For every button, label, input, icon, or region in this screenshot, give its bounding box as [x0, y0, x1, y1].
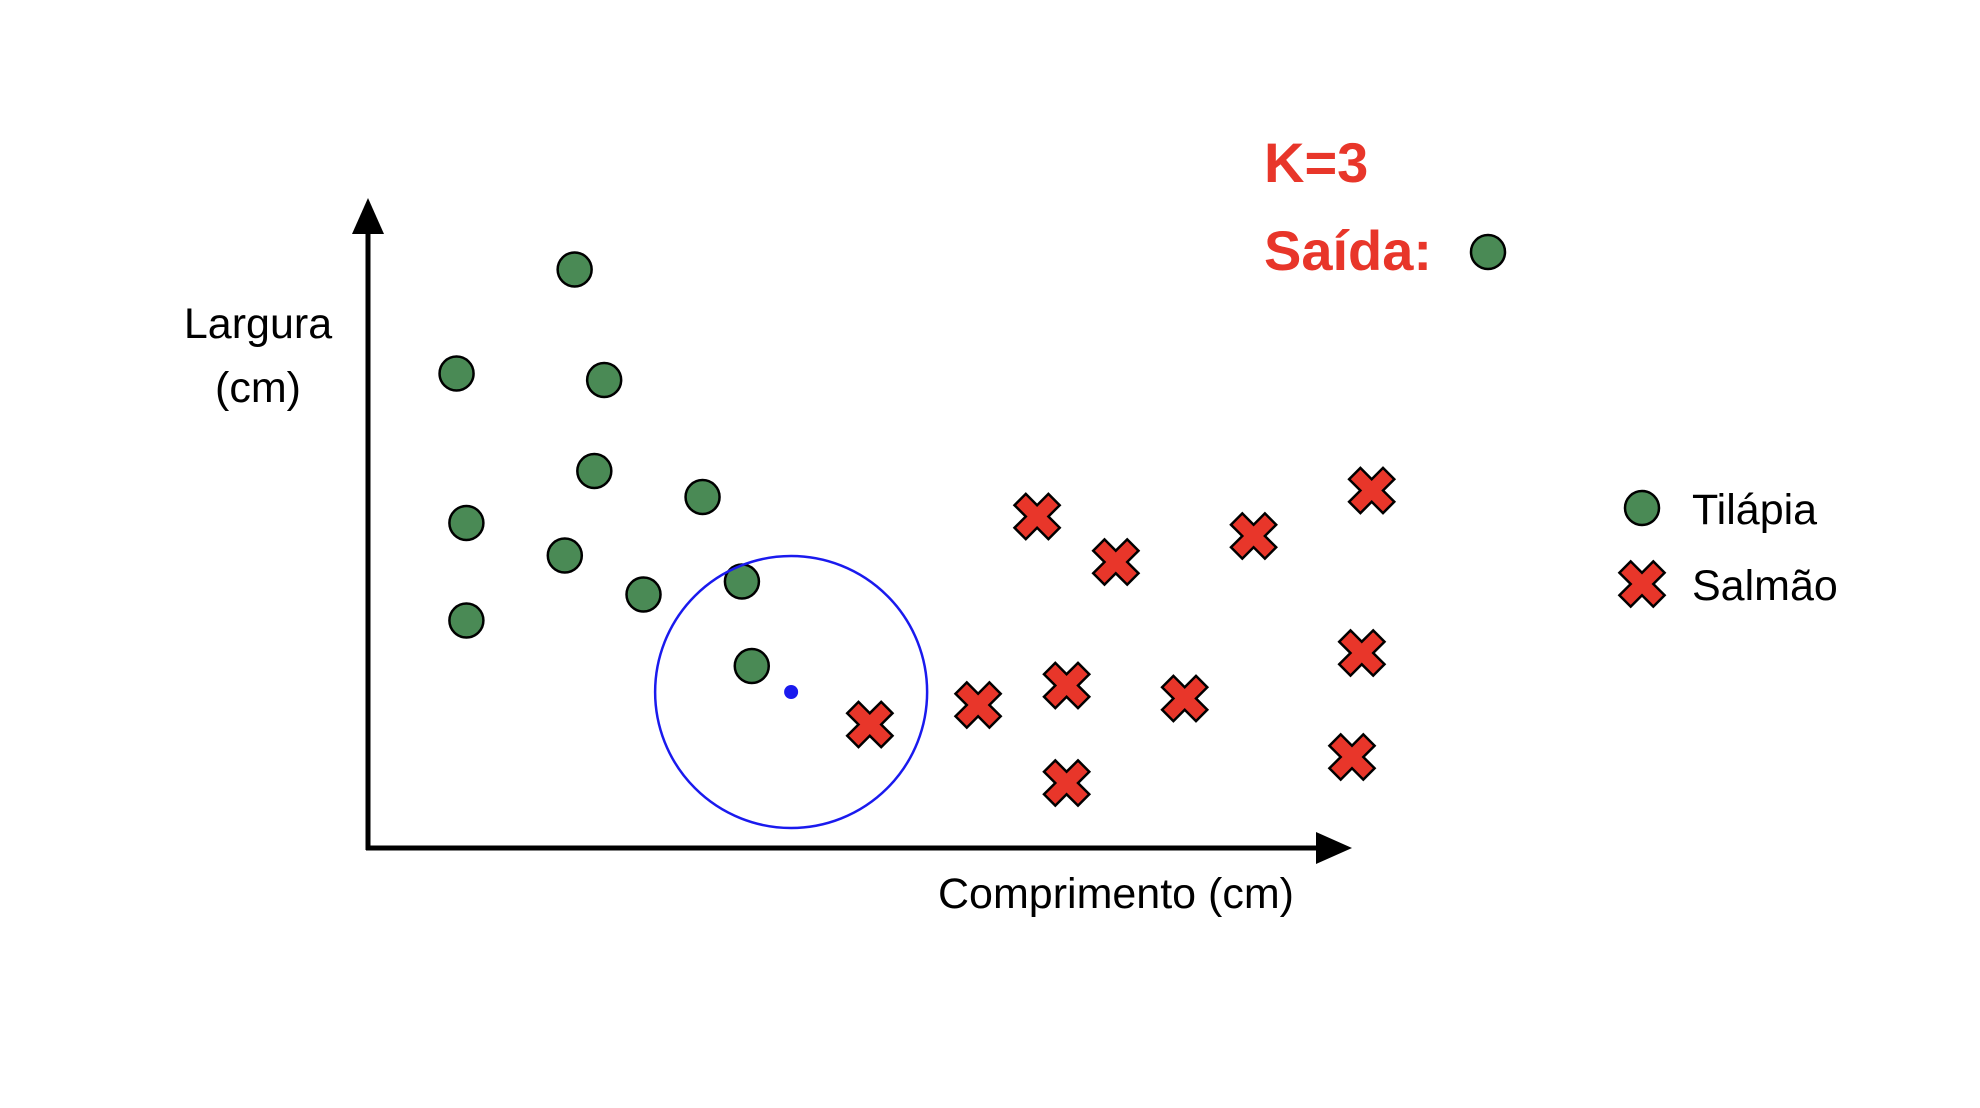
tilapia-point [733, 647, 771, 685]
tilapia-point [438, 355, 475, 392]
salmao-point [1337, 628, 1387, 678]
y-axis-label-line1: Largura [184, 300, 332, 348]
salmao-point [1327, 732, 1377, 782]
data-marks [438, 251, 1397, 808]
legend-salmao-label: Salmão [1692, 562, 1838, 610]
salmao-point [845, 700, 895, 749]
y-axis-arrow-icon [352, 198, 384, 234]
output-tilapia-icon [1469, 233, 1507, 271]
x-axis-label: Comprimento (cm) [938, 870, 1294, 918]
tilapia-point [585, 361, 623, 399]
output-label: Saída: [1264, 219, 1432, 282]
salmao-point [1042, 758, 1092, 808]
query-point [784, 685, 799, 699]
y-axis-label-line2: (cm) [215, 364, 301, 412]
salmao-point [1091, 537, 1141, 587]
x-axis-arrow-icon [1316, 832, 1352, 864]
salmao-point [1347, 466, 1397, 515]
legend-salmao-icon [1617, 559, 1667, 609]
query-group [653, 554, 929, 830]
k-value-label: K=3 [1264, 131, 1368, 194]
tilapia-point [546, 537, 584, 574]
tilapia-point [684, 478, 721, 516]
legend-salmao-x-icon [1617, 559, 1667, 609]
tilapia-point [625, 576, 662, 613]
salmao-point [1229, 511, 1278, 561]
tilapia-point [556, 251, 593, 288]
salmao-point [953, 680, 1003, 730]
salmao-point [1012, 492, 1062, 541]
legend-tilapia-label: Tilápia [1692, 486, 1817, 534]
legend: Tilápia Salmão [1617, 486, 1838, 610]
tilapia-point [448, 504, 485, 542]
tilapia-point [448, 602, 485, 639]
legend-tilapia-icon [1623, 489, 1661, 527]
tilapia-point [576, 452, 613, 490]
salmao-point [1042, 661, 1092, 710]
neighborhood-circle [653, 554, 929, 830]
salmao-point [1160, 674, 1210, 723]
